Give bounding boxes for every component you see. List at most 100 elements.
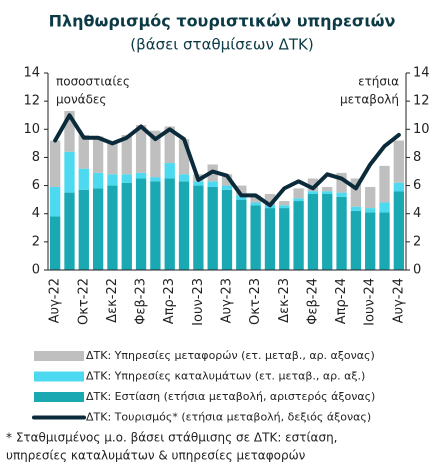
- bar-segment: [121, 182, 132, 270]
- bar-segment: [236, 199, 247, 270]
- footnote: * Σταθμισμένος μ.ο. βάσει στάθμισης σε Δ…: [6, 431, 337, 445]
- legend-label: ΔΤΚ: Υπηρεσίες καταλυμάτων (ετ. μεταβ., …: [86, 370, 365, 383]
- bar-segment: [365, 208, 376, 213]
- bar-segment: [50, 216, 61, 270]
- bar-segment: [107, 185, 118, 270]
- bar-segment: [193, 181, 204, 186]
- bar-segment: [50, 140, 61, 187]
- y-axis-note: μονάδες: [56, 93, 106, 107]
- bar-segment: [64, 151, 75, 193]
- legend-label: ΔΤΚ: Τουρισμός* (ετήσια μεταβολή, δεξιός…: [86, 411, 371, 424]
- bar-segment: [121, 174, 132, 183]
- bar-segment: [365, 212, 376, 270]
- y-tick-label: 6: [32, 178, 40, 193]
- bar-segment: [193, 185, 204, 270]
- bar-segment: [150, 130, 161, 178]
- bar-segment: [393, 182, 404, 192]
- bar-segment: [207, 186, 218, 270]
- bar-segment: [250, 202, 261, 206]
- bar-segment: [150, 181, 161, 270]
- bar-segment: [293, 198, 304, 202]
- bar-segment: [64, 192, 75, 270]
- x-tick-label: Δεκ-23: [277, 278, 292, 323]
- y-tick-label: 8: [32, 150, 40, 165]
- bar-segment: [336, 196, 347, 270]
- x-tick-label: Απρ-24: [334, 278, 349, 324]
- legend-swatch: [34, 371, 84, 382]
- bar-segment: [221, 185, 233, 190]
- bar-segment: [307, 194, 319, 270]
- x-tick-label: Δεκ-22: [105, 278, 120, 323]
- x-tick-label: Αυγ-24: [391, 278, 406, 323]
- bar-segment: [64, 110, 75, 152]
- legend-swatch: [34, 351, 84, 361]
- bar-segment: [178, 174, 190, 182]
- bar-segment: [379, 165, 390, 203]
- bar-segment: [279, 208, 290, 270]
- bar-segment: [50, 186, 61, 217]
- y2-tick-label: 4: [413, 206, 421, 221]
- y-axis-note: ποσοστιαίες: [56, 75, 130, 89]
- bar-segment: [307, 178, 319, 192]
- x-tick-label: Φεβ-24: [305, 278, 320, 325]
- bar-segment: [365, 186, 376, 209]
- y2-axis-note: μεταβολή: [340, 93, 399, 107]
- bar-segment: [279, 201, 290, 206]
- bar-segment: [164, 163, 175, 179]
- x-tick-label: Αυγ-23: [220, 278, 235, 323]
- footnote: υπηρεσίες καταλυμάτων & υπηρεσίες μεταφο…: [6, 449, 306, 463]
- bar-segment: [236, 185, 247, 196]
- x-tick-label: Ιουν-24: [363, 278, 378, 326]
- bar-segment: [178, 181, 190, 270]
- bar-segment: [379, 202, 390, 213]
- bar-segment: [264, 194, 276, 206]
- bar-segment: [78, 134, 89, 169]
- bar-segment: [322, 191, 333, 195]
- bar-segment: [164, 178, 175, 270]
- bar-segment: [293, 201, 304, 270]
- x-tick-label: Φεβ-23: [134, 278, 149, 325]
- bar-segment: [135, 172, 147, 179]
- y-tick-label: 10: [23, 122, 40, 137]
- bar-segment: [178, 139, 190, 175]
- y-tick-label: 4: [32, 206, 40, 221]
- y2-tick-label: 12: [413, 94, 430, 109]
- legend-label: ΔΤΚ: Υπηρεσίες μεταφορών (ετ. μεταβ., αρ…: [86, 349, 375, 362]
- bar-segment: [221, 189, 233, 270]
- bar-segment: [350, 210, 362, 270]
- bar-segment: [336, 172, 347, 193]
- bar-segment: [78, 168, 89, 190]
- bar-segment: [250, 205, 261, 270]
- legend-label: ΔΤΚ: Εστίαση (ετήσια μεταβολή, αριστερός…: [86, 390, 375, 403]
- y2-tick-label: 8: [413, 150, 421, 165]
- bar-segment: [107, 174, 118, 186]
- x-tick-label: Απρ-23: [162, 278, 177, 324]
- bar-segment: [135, 178, 147, 270]
- bar-segment: [221, 174, 233, 186]
- line-series: [53, 113, 401, 208]
- bar-segment: [293, 188, 304, 199]
- bar-segment: [92, 188, 104, 270]
- bar-segment: [107, 141, 118, 175]
- bar-segment: [164, 126, 175, 164]
- bar-segment: [393, 191, 404, 270]
- x-tick-label: Αυγ-22: [48, 278, 63, 323]
- bar-segment: [350, 178, 362, 207]
- bar-segment: [135, 125, 147, 173]
- bar-segment: [307, 191, 319, 195]
- bar-segment: [121, 134, 132, 175]
- x-tick-label: Οκτ-23: [248, 278, 263, 325]
- bar-segment: [279, 205, 290, 209]
- bar-segment: [150, 177, 161, 182]
- bar-segment: [264, 208, 276, 270]
- bar-segment: [78, 189, 89, 270]
- bar-segment: [336, 192, 347, 197]
- bar-segment: [350, 206, 362, 211]
- bar-segment: [393, 140, 404, 183]
- bar-segment: [92, 136, 104, 173]
- legend-swatch: [34, 392, 84, 402]
- bar-segment: [207, 181, 218, 187]
- y-tick-label: 14: [23, 66, 40, 81]
- bar-segment: [379, 212, 390, 270]
